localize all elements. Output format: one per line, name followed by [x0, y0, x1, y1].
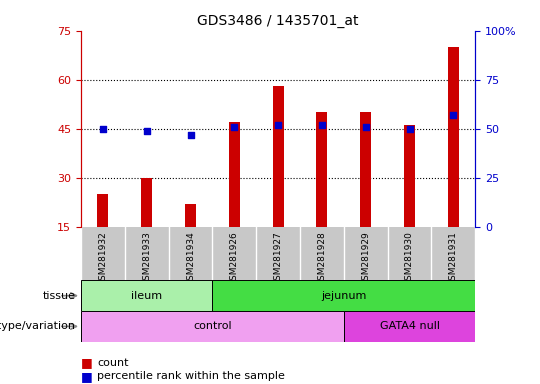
Bar: [360, 113, 371, 227]
Text: GSM281932: GSM281932: [98, 231, 107, 286]
Text: tissue: tissue: [43, 291, 76, 301]
Text: GSM281929: GSM281929: [361, 231, 370, 286]
Point: [361, 124, 370, 130]
Text: GSM281930: GSM281930: [405, 231, 414, 286]
Text: GSM281926: GSM281926: [230, 231, 239, 286]
Text: control: control: [193, 321, 232, 331]
Point: [274, 122, 282, 128]
Text: GATA4 null: GATA4 null: [380, 321, 440, 331]
Point: [405, 126, 414, 132]
Text: ■: ■: [81, 370, 93, 383]
Point: [449, 112, 457, 118]
Bar: [273, 86, 284, 227]
Point: [99, 126, 107, 132]
Bar: [185, 204, 196, 227]
Bar: [97, 194, 109, 227]
Text: GSM281934: GSM281934: [186, 231, 195, 286]
Bar: [141, 178, 152, 227]
Text: GSM281933: GSM281933: [142, 231, 151, 286]
Point: [186, 131, 195, 137]
Text: GSM281931: GSM281931: [449, 231, 458, 286]
Bar: [404, 126, 415, 227]
Text: genotype/variation: genotype/variation: [0, 321, 76, 331]
Text: GSM281928: GSM281928: [318, 231, 326, 286]
Text: count: count: [97, 358, 129, 368]
Text: percentile rank within the sample: percentile rank within the sample: [97, 371, 285, 381]
Text: ■: ■: [81, 356, 93, 369]
Text: GSM281927: GSM281927: [274, 231, 282, 286]
Bar: [81, 280, 212, 311]
Bar: [81, 311, 344, 342]
Point: [143, 127, 151, 134]
Title: GDS3486 / 1435701_at: GDS3486 / 1435701_at: [197, 14, 359, 28]
Bar: [316, 113, 327, 227]
Bar: [448, 47, 459, 227]
Bar: [212, 280, 475, 311]
Point: [318, 122, 326, 128]
Point: [230, 124, 239, 130]
Text: jejunum: jejunum: [321, 291, 367, 301]
Bar: [229, 122, 240, 227]
Text: ileum: ileum: [131, 291, 162, 301]
Bar: [344, 311, 475, 342]
